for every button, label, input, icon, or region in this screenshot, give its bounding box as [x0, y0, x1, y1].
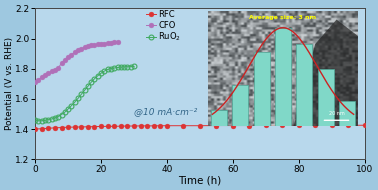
- RuO$_2$: [125, 66, 130, 68]
- RuO$_2$: [76, 97, 80, 100]
- Legend: RFC, CFO, RuO$_2$: RFC, CFO, RuO$_2$: [145, 10, 182, 44]
- RuO$_2$: [108, 68, 113, 70]
- RuO$_2$: [46, 119, 51, 121]
- CFO: [66, 56, 70, 58]
- RFC: [138, 125, 143, 127]
- CFO: [89, 44, 93, 46]
- RFC: [198, 125, 202, 127]
- CFO: [33, 81, 37, 83]
- Line: CFO: CFO: [33, 40, 120, 85]
- RuO$_2$: [96, 75, 100, 77]
- RFC: [66, 126, 70, 128]
- CFO: [56, 67, 60, 69]
- RFC: [105, 125, 110, 127]
- RFC: [85, 126, 90, 128]
- RuO$_2$: [99, 72, 103, 74]
- RFC: [152, 125, 156, 127]
- RuO$_2$: [53, 117, 57, 119]
- RuO$_2$: [115, 66, 120, 69]
- RuO$_2$: [85, 85, 90, 87]
- RFC: [214, 124, 218, 127]
- CFO: [79, 48, 84, 50]
- CFO: [59, 62, 64, 64]
- RuO$_2$: [105, 68, 110, 71]
- RuO$_2$: [59, 113, 64, 116]
- RFC: [73, 126, 77, 128]
- RFC: [125, 125, 130, 127]
- RuO$_2$: [79, 93, 84, 96]
- CFO: [76, 49, 80, 51]
- RuO$_2$: [119, 66, 123, 68]
- RFC: [329, 124, 334, 126]
- CFO: [85, 45, 90, 47]
- RuO$_2$: [39, 120, 44, 122]
- RuO$_2$: [129, 65, 133, 68]
- RFC: [79, 126, 84, 128]
- CFO: [96, 43, 100, 45]
- CFO: [43, 74, 47, 76]
- CFO: [62, 59, 67, 61]
- RFC: [158, 125, 163, 127]
- RFC: [145, 125, 149, 127]
- RuO$_2$: [62, 111, 67, 113]
- CFO: [46, 72, 51, 74]
- RFC: [112, 125, 116, 127]
- RuO$_2$: [92, 78, 97, 80]
- CFO: [53, 69, 57, 71]
- RFC: [313, 124, 318, 127]
- RFC: [296, 124, 301, 127]
- CFO: [112, 41, 116, 44]
- RuO$_2$: [112, 67, 116, 69]
- Y-axis label: Potential (V vs. RHE): Potential (V vs. RHE): [5, 37, 14, 130]
- RuO$_2$: [73, 101, 77, 103]
- CFO: [108, 42, 113, 44]
- Text: @10 mA·cm⁻²: @10 mA·cm⁻²: [134, 107, 197, 116]
- RFC: [362, 124, 367, 126]
- RFC: [132, 125, 136, 127]
- RFC: [346, 124, 350, 126]
- RFC: [263, 124, 268, 127]
- RFC: [247, 124, 251, 127]
- RuO$_2$: [56, 115, 60, 118]
- RFC: [59, 126, 64, 129]
- RFC: [46, 127, 51, 129]
- CFO: [73, 51, 77, 54]
- RFC: [231, 124, 235, 127]
- CFO: [82, 46, 87, 48]
- Line: RFC: RFC: [33, 123, 367, 131]
- RuO$_2$: [36, 120, 41, 122]
- CFO: [102, 42, 107, 45]
- CFO: [39, 76, 44, 79]
- CFO: [69, 54, 74, 56]
- CFO: [99, 43, 103, 45]
- RFC: [39, 128, 44, 130]
- RuO$_2$: [33, 119, 37, 121]
- RuO$_2$: [50, 118, 54, 120]
- RFC: [53, 127, 57, 129]
- RuO$_2$: [66, 108, 70, 110]
- RuO$_2$: [82, 89, 87, 91]
- RuO$_2$: [43, 119, 47, 121]
- RuO$_2$: [102, 70, 107, 72]
- RFC: [33, 128, 37, 130]
- RFC: [92, 125, 97, 128]
- RuO$_2$: [89, 81, 93, 83]
- RFC: [99, 125, 103, 128]
- RFC: [119, 125, 123, 127]
- RFC: [165, 125, 169, 127]
- CFO: [36, 79, 41, 81]
- RuO$_2$: [69, 105, 74, 107]
- RuO$_2$: [132, 65, 136, 68]
- X-axis label: Time (h): Time (h): [178, 175, 222, 185]
- CFO: [92, 44, 97, 46]
- CFO: [105, 42, 110, 44]
- RFC: [280, 124, 285, 127]
- Line: RuO$_2$: RuO$_2$: [33, 64, 136, 123]
- CFO: [50, 70, 54, 73]
- RFC: [181, 125, 186, 127]
- RuO$_2$: [122, 66, 126, 68]
- CFO: [115, 41, 120, 43]
